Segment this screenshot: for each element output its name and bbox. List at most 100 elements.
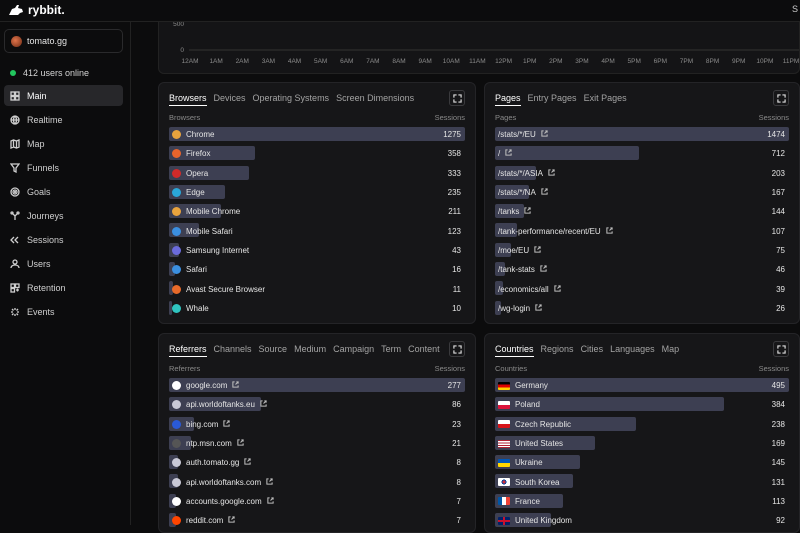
external-link-icon[interactable] <box>223 420 231 429</box>
list-item[interactable]: auth.tomato.gg 8 <box>169 453 465 472</box>
external-link-icon[interactable] <box>505 149 512 158</box>
list-item[interactable]: api.worldoftanks.eu 86 <box>169 395 465 414</box>
list-item[interactable]: bing.com 23 <box>169 415 465 434</box>
tab-operating-systems[interactable]: Operating Systems <box>252 93 330 103</box>
expand-button[interactable] <box>449 90 465 106</box>
list-item[interactable]: / 712 <box>495 144 789 163</box>
list-item[interactable]: /stats/*/NA 167 <box>495 183 789 202</box>
expand-button[interactable] <box>773 341 789 357</box>
list-item[interactable]: reddit.com 7 <box>169 511 465 530</box>
list-item[interactable]: google.com 277 <box>169 376 465 395</box>
tab-browsers[interactable]: Browsers <box>169 93 207 106</box>
list-item[interactable]: /economics/all 39 <box>495 279 789 298</box>
tab-languages[interactable]: Languages <box>610 344 655 354</box>
nav-item-journeys[interactable]: Journeys <box>4 205 123 226</box>
nav-item-map[interactable]: Map <box>4 133 123 154</box>
list-item[interactable]: api.worldoftanks.com 8 <box>169 472 465 491</box>
list-item[interactable]: /tanks 144 <box>495 202 789 221</box>
nav-item-realtime[interactable]: Realtime <box>4 109 123 130</box>
tab-countries[interactable]: Countries <box>495 344 534 357</box>
list-item[interactable]: /wg-login 26 <box>495 299 789 318</box>
row-label-group: United States <box>495 439 563 448</box>
list-item[interactable]: Germany 495 <box>495 376 789 395</box>
list-item[interactable]: South Korea 131 <box>495 472 789 491</box>
tab-entry-pages[interactable]: Entry Pages <box>527 93 577 103</box>
list-item[interactable]: /stats/*/EU 1474 <box>495 125 789 144</box>
site-selector[interactable]: tomato.gg <box>4 29 123 53</box>
external-link-icon[interactable] <box>554 284 561 294</box>
nav-item-main[interactable]: Main <box>4 85 123 106</box>
expand-button[interactable] <box>773 90 789 106</box>
list-item[interactable]: Avast Secure Browser 11 <box>169 279 465 298</box>
nav-item-users[interactable]: Users <box>4 253 123 274</box>
tab-campaign[interactable]: Campaign <box>333 344 375 354</box>
external-link-icon[interactable] <box>237 439 244 448</box>
nav-item-sessions[interactable]: Sessions <box>4 229 123 250</box>
tab-term[interactable]: Term <box>381 344 402 354</box>
list-item[interactable]: ntp.msn.com 21 <box>169 434 465 453</box>
list-item[interactable]: Whale 10 <box>169 299 465 318</box>
list-item[interactable]: France 113 <box>495 492 789 511</box>
row-label: / <box>498 149 501 159</box>
nav-item-goals[interactable]: Goals <box>4 181 123 202</box>
nav-label: Sessions <box>27 234 64 245</box>
tab-cities[interactable]: Cities <box>580 344 604 354</box>
list-item[interactable]: Ukraine 145 <box>495 453 789 472</box>
external-link-icon[interactable] <box>260 400 267 409</box>
row-label: /tank-stats <box>498 265 535 275</box>
external-link-icon[interactable] <box>232 381 240 390</box>
nav-item-funnels[interactable]: Funnels <box>4 157 123 178</box>
tab-referrers[interactable]: Referrers <box>169 344 207 357</box>
external-link-icon[interactable] <box>266 477 273 487</box>
row-label: Mobile Safari <box>186 226 233 236</box>
nav-item-events[interactable]: Events <box>4 301 123 322</box>
tab-exit-pages[interactable]: Exit Pages <box>583 93 627 103</box>
expand-button[interactable] <box>449 341 465 357</box>
flag-us-icon <box>498 439 510 448</box>
list-item[interactable]: /stats/*/ASIA 203 <box>495 164 789 183</box>
external-link-icon[interactable] <box>541 188 548 197</box>
proportion-bar <box>169 397 261 412</box>
list-item[interactable]: Poland 384 <box>495 395 789 414</box>
tab-devices[interactable]: Devices <box>213 93 246 103</box>
list-item[interactable]: Edge 235 <box>169 183 465 202</box>
app-logo[interactable]: rybbit. <box>8 3 65 17</box>
tab-regions[interactable]: Regions <box>540 344 574 354</box>
list-item[interactable]: Mobile Safari 123 <box>169 221 465 240</box>
referrers-tabs: Referrers Channels Source Medium Campaign Ter… <box>169 344 440 357</box>
tab-source[interactable]: Source <box>258 344 288 354</box>
external-link-icon[interactable] <box>534 246 541 255</box>
external-link-icon[interactable] <box>228 516 236 525</box>
list-item[interactable]: Samsung Internet 43 <box>169 241 465 260</box>
external-link-icon[interactable] <box>535 304 542 313</box>
external-link-icon[interactable] <box>540 265 547 274</box>
list-item[interactable]: /tank-stats 46 <box>495 260 789 279</box>
row-label: /wg-login <box>498 303 531 313</box>
tab-screen-dimensions[interactable]: Screen Dimensions <box>336 93 415 103</box>
tab-content[interactable]: Content <box>408 344 440 354</box>
external-link-icon[interactable] <box>244 458 252 467</box>
list-item[interactable]: United States 169 <box>495 434 789 453</box>
list-item[interactable]: Safari 16 <box>169 260 465 279</box>
list-item[interactable]: United Kingdom 92 <box>495 511 789 530</box>
chart-x-tick: 8AM <box>392 58 405 65</box>
tab-map[interactable]: Map <box>661 344 680 354</box>
nav-item-retention[interactable]: Retention <box>4 277 123 298</box>
list-item[interactable]: accounts.google.com 7 <box>169 492 465 511</box>
external-link-icon[interactable] <box>266 497 274 506</box>
top-right-text[interactable]: S <box>791 4 798 14</box>
list-item[interactable]: /tank-performance/recent/EU 107 <box>495 221 789 240</box>
list-item[interactable]: Czech Republic 238 <box>495 415 789 434</box>
tab-pages[interactable]: Pages <box>495 93 521 106</box>
external-link-icon[interactable] <box>524 207 531 216</box>
tab-channels[interactable]: Channels <box>213 344 252 354</box>
external-link-icon[interactable] <box>548 169 555 178</box>
list-item[interactable]: /moe/EU 75 <box>495 241 789 260</box>
list-item[interactable]: Firefox 358 <box>169 144 465 163</box>
list-item[interactable]: Chrome 1275 <box>169 125 465 144</box>
list-item[interactable]: Opera 333 <box>169 164 465 183</box>
external-link-icon[interactable] <box>541 130 548 139</box>
external-link-icon[interactable] <box>606 226 613 236</box>
tab-medium[interactable]: Medium <box>294 344 327 354</box>
list-item[interactable]: Mobile Chrome 211 <box>169 202 465 221</box>
